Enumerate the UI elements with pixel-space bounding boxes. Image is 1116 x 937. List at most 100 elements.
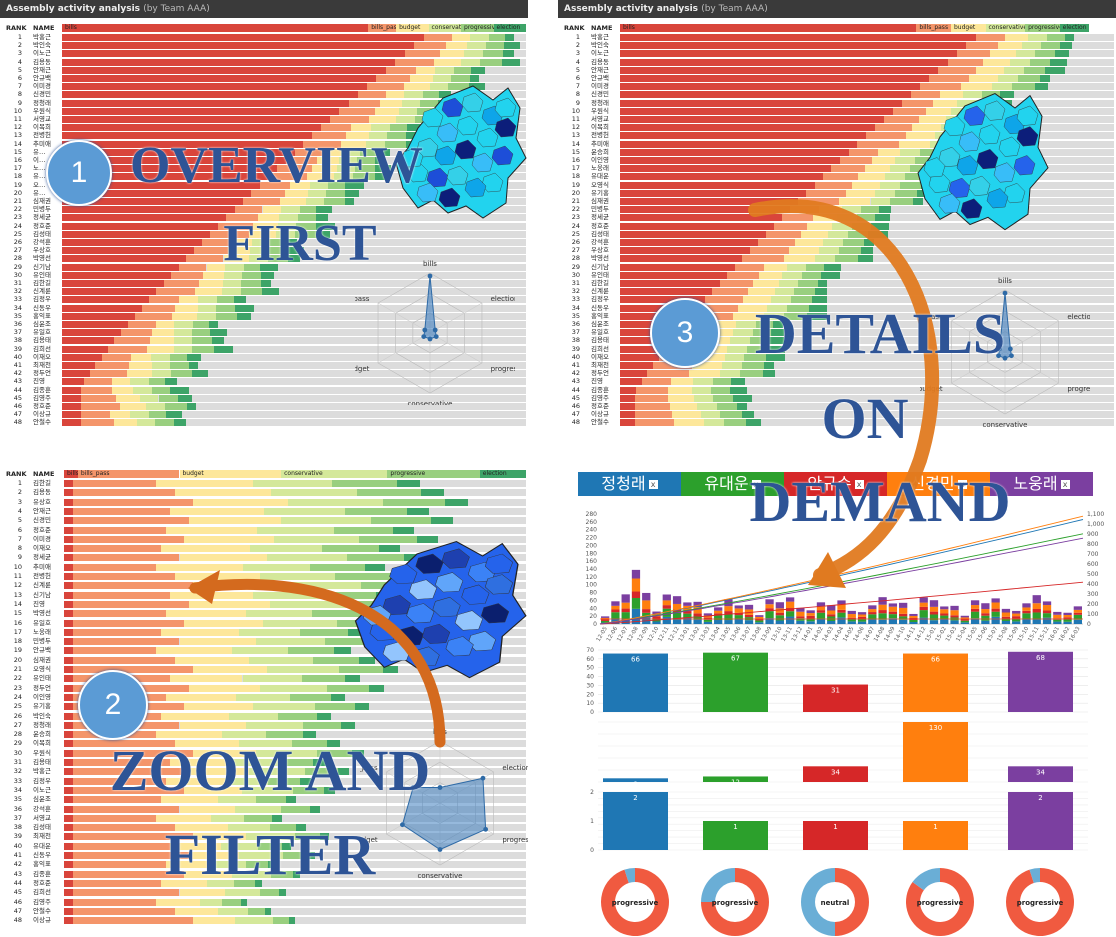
legend-conservative[interactable]: conservative: [281, 470, 388, 478]
bar-segment-bills: [620, 198, 798, 205]
legend-bills[interactable]: bills: [64, 470, 79, 478]
legend-bills[interactable]: bills: [62, 24, 369, 32]
stacked-bar-segment: [714, 607, 723, 611]
stacked-bar-segment: [631, 608, 641, 624]
bar-segment-bills: [62, 99, 349, 107]
bar-segment-bills-pass: [73, 647, 157, 655]
member-name: 홍익표: [33, 860, 51, 869]
bar-segment-progressive: [279, 759, 314, 766]
legend-election[interactable]: election: [493, 24, 526, 32]
bar-segment-progressive: [723, 419, 746, 427]
legend-bills-pass[interactable]: bills_pass: [77, 470, 180, 478]
stacked-bar-segment: [724, 614, 733, 621]
stacked-bar-segment: [1073, 614, 1082, 620]
close-icon[interactable]: x: [957, 480, 967, 489]
row-track: [64, 861, 526, 869]
bar-segment-progressive: [338, 666, 383, 673]
legend-budget[interactable]: budget: [179, 470, 282, 478]
bar-segment-progressive: [382, 498, 446, 506]
y-tick-label: 180: [586, 550, 598, 557]
legend-election[interactable]: election: [479, 470, 526, 478]
bar-segment-bills-pass: [367, 83, 405, 91]
bar-segment-progressive: [389, 124, 407, 132]
legend-budget[interactable]: budget: [950, 24, 986, 32]
rank-number: 40: [13, 841, 22, 850]
member-name: 박영선: [33, 254, 51, 263]
legend-progressive[interactable]: progressive: [461, 24, 499, 32]
member-name: 진영: [33, 377, 45, 386]
monthly-activity-chart[interactable]: 2802602402202001801601401201008060402001…: [578, 506, 1108, 656]
row-track: [64, 879, 526, 887]
stacked-bar-segment: [1042, 610, 1052, 614]
stacked-bar-segment: [868, 609, 877, 613]
bar-segment-bills: [62, 271, 172, 279]
member-name: 박영선: [33, 609, 51, 618]
close-icon[interactable]: x: [648, 480, 658, 489]
legend-bills-pass[interactable]: bills_pass: [916, 24, 951, 32]
donut-slice: [601, 868, 669, 936]
legend-progressive[interactable]: progressive: [1025, 24, 1063, 32]
member-tab[interactable]: 정청래 x: [578, 472, 681, 496]
stacked-bar-segment: [1053, 621, 1062, 624]
bar-segment-bills-pass: [806, 189, 846, 197]
legend-bills-pass[interactable]: bills_pass: [368, 24, 400, 32]
bar-segment-bills-pass: [73, 656, 175, 664]
seoul-district-map[interactable]: [345, 523, 528, 688]
bar-segment-bills-pass: [127, 321, 156, 328]
legend-bills[interactable]: bills: [620, 24, 917, 32]
bar-segment-bills-pass: [910, 91, 941, 99]
bar-segment-progressive: [278, 712, 317, 720]
member-name: 정두언: [591, 369, 609, 378]
close-icon[interactable]: x: [751, 480, 761, 489]
ranking-chart[interactable]: RANK NAME bills bills_pass budget conservativ…: [0, 24, 528, 437]
bar-segment-conservative: [235, 805, 282, 813]
stacked-bar-segment: [868, 619, 877, 624]
bar-segment-election: [1040, 75, 1051, 82]
close-icon[interactable]: x: [1060, 480, 1070, 489]
member-name: 유기홍: [591, 188, 609, 197]
stacked-bar-segment: [981, 603, 990, 610]
member-tab[interactable]: 노웅래 x: [990, 472, 1093, 496]
bar-segment-budget: [871, 157, 896, 164]
bar-segment-budget: [865, 165, 891, 173]
seoul-district-map[interactable]: [910, 75, 1055, 235]
ranking-chart[interactable]: RANK NAME bills bills_pass budget conservativ…: [0, 470, 528, 930]
bar-segment-election: [316, 222, 335, 230]
bar-segment-budget: [155, 321, 175, 328]
member-name: 전병헌: [33, 131, 51, 140]
bar-segment-budget: [170, 675, 243, 683]
member-name: 민병두: [591, 205, 609, 214]
close-icon[interactable]: x: [854, 480, 864, 489]
member-name: 신경민: [33, 90, 51, 99]
member-name: 이인영: [33, 692, 51, 701]
bar-segment-bills: [62, 312, 135, 320]
bar-segment-bills: [620, 116, 884, 123]
bar-segment-progressive: [856, 214, 875, 222]
stacked-bar-segment: [652, 621, 661, 624]
bar-segment-progressive: [843, 239, 865, 246]
legend-election[interactable]: election: [1059, 24, 1090, 32]
rank-number: 27: [13, 246, 22, 255]
legend-conservative[interactable]: conservative: [985, 24, 1027, 32]
panel-zoom: RANK NAME bills bills_pass budget conservativ…: [0, 468, 528, 937]
bar-segment-bills-pass: [73, 786, 185, 794]
bar-segment-progressive: [1041, 42, 1060, 50]
bar-value-label: 66: [631, 656, 640, 664]
member-tab-label: 안규수: [807, 474, 852, 493]
bar-segment-conservative: [256, 749, 317, 757]
rank-number: 16: [13, 618, 22, 627]
member-tab[interactable]: 안규수 x: [784, 472, 887, 496]
panel-member-details: 정청래 x 유대운 x 안규수 x 신경민 x 노웅래 x 280 260 240 220 200 180 1…: [578, 472, 1116, 937]
member-tab[interactable]: 유대운 x: [681, 472, 784, 496]
legend-budget[interactable]: budget: [396, 24, 429, 32]
bar-segment-budget: [152, 329, 174, 337]
legend-conservative[interactable]: conservative: [428, 24, 470, 32]
bar-segment-bills-pass: [892, 107, 927, 115]
stacked-bar-segment: [1012, 613, 1021, 617]
bar-segment-bills: [620, 378, 642, 386]
rank-number: 4: [575, 57, 580, 66]
legend-progressive[interactable]: progressive: [387, 470, 480, 478]
member-name: 이노근: [33, 785, 51, 794]
seoul-district-map[interactable]: [388, 68, 528, 228]
